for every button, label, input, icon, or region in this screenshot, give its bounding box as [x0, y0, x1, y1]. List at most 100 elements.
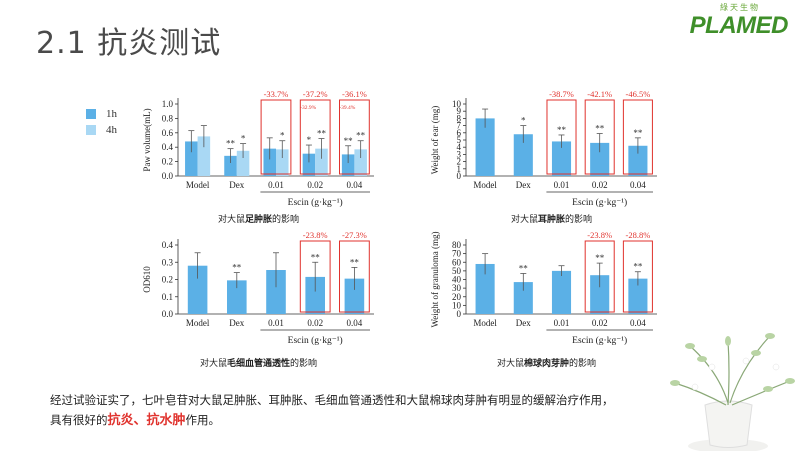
significance-mark: **: [226, 139, 236, 149]
caption-ear: 对大鼠耳肿胀的影响: [511, 215, 593, 225]
highlight-box: [546, 99, 577, 175]
y-axis-label: Paw volume(mL): [142, 108, 152, 171]
chart-granuloma-weight: 0 10 20 30 40 50 60 70 80 Weight of granuloma (mg…: [428, 225, 663, 350]
reduction-percent: -23.8%: [303, 230, 328, 240]
legend-swatch-1h: [86, 109, 96, 119]
y-tick-label: 10: [452, 300, 462, 310]
bar-0.04-4h: [354, 149, 367, 176]
legend-swatch-4h: [86, 125, 96, 135]
highlight-box: [339, 240, 370, 313]
bar-Model-1h: [185, 141, 198, 176]
x-tick-label: 0.04: [630, 180, 646, 190]
x-group-label: Escin (g·kg⁻¹): [288, 335, 343, 346]
conclusion-line-2: 具有很好的抗炎、抗水肿作用。: [50, 413, 221, 428]
y-tick-label: 2: [457, 157, 462, 167]
y-tick-label: 20: [452, 292, 462, 302]
x-tick-label: 0.04: [347, 318, 363, 328]
reduction-percent: -37.2%: [303, 89, 328, 99]
y-tick-label: 70: [452, 249, 462, 259]
reduction-percent: -27.3%: [342, 230, 367, 240]
y-tick-label: 5: [457, 135, 462, 145]
reduction-percent: -42.1%: [587, 89, 612, 99]
y-tick-label: 60: [452, 257, 462, 267]
slide-title: 2.1 抗炎测试: [36, 26, 222, 61]
significance-mark: **: [595, 124, 605, 134]
plant-decoration: [670, 333, 795, 451]
bar-0.02-1h: [590, 142, 610, 176]
bar-Dex-1h: [227, 280, 247, 314]
reduction-percent: -28.8%: [626, 230, 651, 240]
bar-0.01-4h: [276, 149, 289, 176]
x-tick-label: Dex: [229, 180, 244, 190]
bar-Model-1h: [475, 263, 495, 314]
x-tick-label: 0.02: [592, 318, 608, 328]
y-tick-label: 0.6: [162, 128, 174, 138]
highlight-box: [260, 99, 292, 175]
significance-mark: **: [344, 136, 354, 146]
y-tick-label: 30: [452, 283, 462, 293]
y-tick-label: 1.0: [162, 99, 174, 109]
caption-paw: 对大鼠足肿胀的影响: [218, 215, 300, 225]
caption-capillary: 对大鼠毛细血管通透性的影响: [200, 359, 318, 369]
chart-svg: 0.0 0.1 0.2 0.3 0.4 OD610 Model ** Dex 0.01 ** 0.02…: [142, 230, 374, 346]
highlight-box: [299, 99, 331, 175]
x-tick-label: 0.02: [592, 180, 608, 190]
y-tick-label: 0.2: [162, 275, 173, 285]
bar-0.02-1h: [590, 275, 610, 314]
x-tick-label: 0.01: [554, 180, 570, 190]
legend-item: 4h: [86, 124, 117, 136]
x-group-label: Escin (g·kg⁻¹): [572, 335, 627, 346]
bar-0.01-1h: [551, 270, 572, 314]
bar-0.01-1h: [551, 141, 572, 176]
reduction-percent-small: -32.9%: [300, 105, 316, 111]
x-tick-label: 0.02: [307, 318, 323, 328]
bar-0.04-1h: [344, 278, 365, 314]
highlight-box: [299, 240, 331, 313]
conclusion-text: 经过试验证实了，七叶皂苷对大鼠足肿胀、耳肿胀、毛细血管通透性和大鼠棉球肉芽肿有明…: [50, 390, 730, 431]
highlight-box: [584, 240, 615, 313]
highlight-box: [622, 99, 653, 175]
caption-granuloma: 对大鼠棉球肉芽肿的影响: [497, 359, 597, 369]
x-tick-label: 0.04: [347, 180, 363, 190]
x-tick-label: 0.01: [554, 318, 570, 328]
y-tick-label: 0.3: [162, 257, 174, 267]
y-tick-label: 0.0: [162, 309, 174, 319]
reduction-percent: -36.1%: [342, 89, 367, 99]
y-tick-label: 0.2: [162, 157, 173, 167]
significance-mark: **: [519, 263, 529, 273]
chart-ear-weight: 0 1 2 3 4 5 6 7 8 9 10 Weight of ear (mg) Model * Dex *…: [428, 84, 663, 212]
y-axis-label: OD610: [142, 266, 152, 293]
x-tick-label: Dex: [516, 180, 531, 190]
y-tick-label: 0.1: [162, 292, 173, 302]
bar-Model-4h: [197, 136, 211, 176]
highlight-box: [622, 240, 653, 313]
significance-mark: **: [232, 263, 242, 273]
reduction-percent: -23.8%: [587, 230, 612, 240]
reduction-percent-small: -39.4%: [339, 105, 355, 111]
legend-item: 1h: [86, 108, 117, 120]
bar-Dex-4h: [236, 150, 250, 176]
y-axis-label: Weight of granuloma (mg): [430, 231, 440, 327]
y-tick-label: 80: [452, 240, 462, 250]
logo-tagline: 綠天生物: [720, 3, 760, 12]
significance-mark: **: [595, 253, 605, 263]
x-group-label: Escin (g·kg⁻¹): [288, 197, 343, 208]
significance-mark: *: [521, 116, 526, 126]
highlight-box: [584, 99, 615, 175]
x-tick-label: Dex: [516, 318, 531, 328]
x-tick-label: Model: [473, 180, 497, 190]
highlight-text: 抗炎、抗水肿: [107, 413, 186, 428]
brand-logo: 綠天生物 PLAMED: [684, 2, 789, 40]
reduction-percent: -38.7%: [549, 89, 574, 99]
y-tick-label: 0: [457, 171, 462, 181]
y-tick-label: 8: [457, 113, 462, 123]
y-tick-label: 4: [457, 142, 462, 152]
bar-0.04-1h: [341, 154, 355, 176]
x-group-label: Escin (g·kg⁻¹): [572, 197, 627, 208]
logo-text: PLAMED: [689, 12, 789, 39]
significance-mark: **: [356, 131, 366, 141]
chart-capillary-permeability: 0.0 0.1 0.2 0.3 0.4 OD610 Model ** Dex 0.01 ** 0.02…: [140, 225, 380, 350]
